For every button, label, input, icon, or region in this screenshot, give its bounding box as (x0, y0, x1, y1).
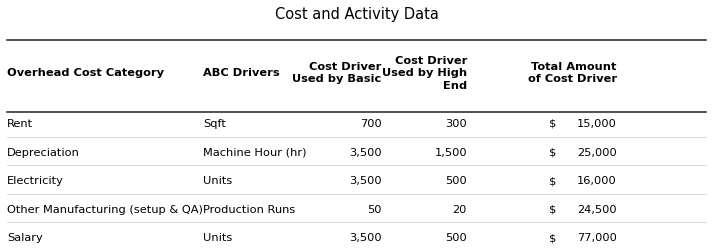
Text: $: $ (549, 205, 556, 215)
Text: 700: 700 (359, 119, 381, 129)
Text: 3,500: 3,500 (349, 233, 381, 243)
Text: Overhead Cost Category: Overhead Cost Category (7, 68, 164, 78)
Text: Units: Units (203, 233, 232, 243)
Text: Sqft: Sqft (203, 119, 226, 129)
Text: 3,500: 3,500 (349, 176, 381, 186)
Text: $: $ (549, 148, 556, 157)
Text: 3,500: 3,500 (349, 148, 381, 157)
Text: 1,500: 1,500 (434, 148, 467, 157)
Text: Cost Driver
Used by High
End: Cost Driver Used by High End (382, 56, 467, 91)
Text: 20: 20 (453, 205, 467, 215)
Text: Salary: Salary (7, 233, 43, 243)
Text: Production Runs: Production Runs (203, 205, 295, 215)
Text: 24,500: 24,500 (577, 205, 617, 215)
Text: Other Manufacturing (setup & QA): Other Manufacturing (setup & QA) (7, 205, 203, 215)
Text: $: $ (549, 233, 556, 243)
Text: 50: 50 (367, 205, 381, 215)
Text: Cost and Activity Data: Cost and Activity Data (275, 7, 438, 22)
Text: Electricity: Electricity (7, 176, 64, 186)
Text: Total Amount
of Cost Driver: Total Amount of Cost Driver (528, 62, 617, 84)
Text: Machine Hour (hr): Machine Hour (hr) (203, 148, 307, 157)
Text: 500: 500 (445, 176, 467, 186)
Text: Cost Driver
Used by Basic: Cost Driver Used by Basic (292, 62, 381, 84)
Text: $: $ (549, 119, 556, 129)
Text: Depreciation: Depreciation (7, 148, 80, 157)
Text: 77,000: 77,000 (577, 233, 617, 243)
Text: 25,000: 25,000 (577, 148, 617, 157)
Text: Rent: Rent (7, 119, 34, 129)
Text: $: $ (549, 176, 556, 186)
Text: 300: 300 (445, 119, 467, 129)
Text: 16,000: 16,000 (577, 176, 617, 186)
Text: 500: 500 (445, 233, 467, 243)
Text: 15,000: 15,000 (577, 119, 617, 129)
Text: Units: Units (203, 176, 232, 186)
Text: ABC Drivers: ABC Drivers (203, 68, 279, 78)
